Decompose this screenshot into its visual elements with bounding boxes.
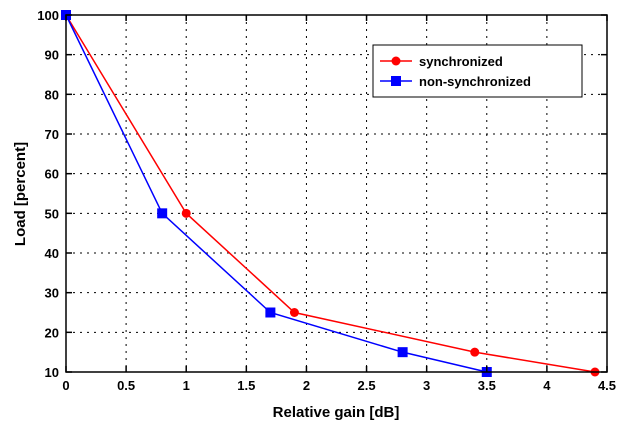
y-tick-label: 50 — [45, 206, 59, 221]
y-tick-label: 60 — [45, 167, 59, 182]
legend-box — [372, 44, 583, 98]
data-point-circle — [181, 208, 191, 218]
plot-frame — [65, 14, 608, 373]
data-point-square — [265, 307, 276, 318]
y-tick-labels: 10 20 30 40 50 60 70 80 90 100 — [37, 8, 59, 380]
x-tick-label: 2 — [303, 378, 310, 393]
legend-entry: non-synchronized — [380, 74, 531, 89]
y-tick-label: 10 — [45, 365, 59, 380]
legend-entry: synchronized — [380, 54, 503, 69]
x-tick-label: 3 — [423, 378, 430, 393]
x-tick-label: 0.5 — [117, 378, 135, 393]
data-point-circle — [289, 308, 299, 317]
y-tick-label: 20 — [45, 325, 59, 340]
data-point-square — [397, 347, 408, 358]
y-tick-label: 70 — [45, 127, 59, 142]
legend-marker-circle — [391, 56, 401, 66]
y-axis-label: Load [percent] — [12, 142, 29, 246]
y-tick-label: 40 — [45, 246, 59, 261]
y-tick-label: 100 — [37, 8, 59, 23]
x-tick-label: 4 — [543, 378, 551, 393]
ticks — [65, 14, 608, 373]
data-point-circle — [470, 347, 480, 357]
x-tick-label: 0 — [62, 378, 69, 393]
x-tick-label: 2.5 — [358, 378, 376, 393]
y-tick-label: 90 — [45, 48, 59, 63]
x-tick-label: 1 — [183, 378, 190, 393]
x-tick-label: 4.5 — [598, 378, 616, 393]
legend-label: non-synchronized — [419, 74, 531, 89]
x-tick-labels: 0 0.5 1 1.5 2 2.5 3 3.5 4 4.5 — [62, 378, 616, 393]
legend-entries: synchronized non-synchronized — [380, 54, 531, 89]
legend-marker-square — [391, 76, 401, 86]
legend: synchronized non-synchronized — [372, 44, 583, 98]
x-tick-label: 1.5 — [237, 378, 255, 393]
x-tick-label: 3.5 — [478, 378, 496, 393]
x-axis-label: Relative gain [dB] — [273, 404, 400, 421]
data-point-square — [157, 208, 168, 219]
legend-label: synchronized — [419, 54, 503, 69]
y-tick-label: 30 — [45, 286, 59, 301]
y-tick-label: 80 — [45, 87, 59, 102]
